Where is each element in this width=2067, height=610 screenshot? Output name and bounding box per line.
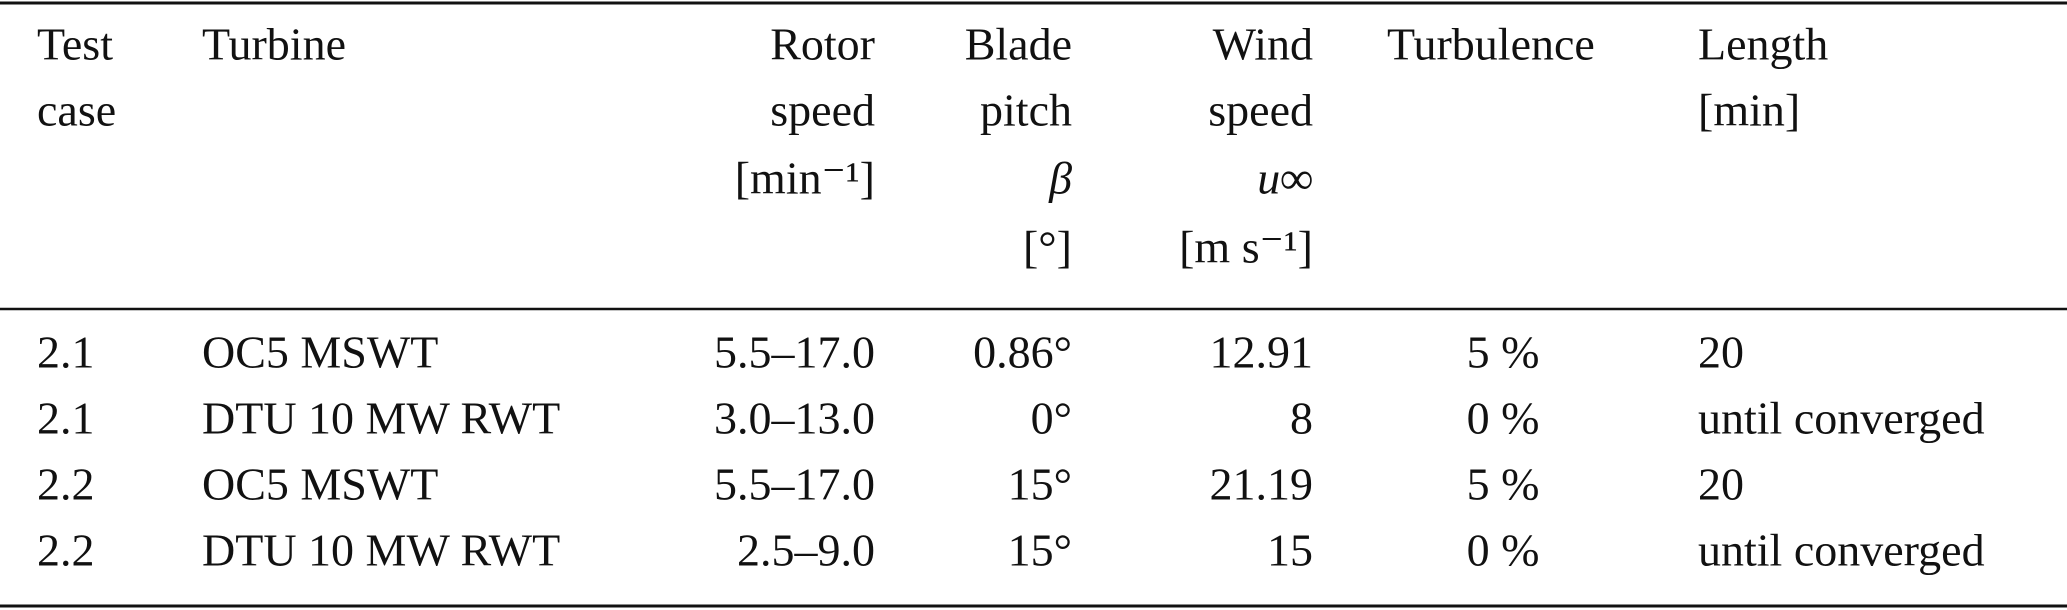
table-cell: 12.91 [1210,327,1314,378]
table-cell: 20 [1698,459,1744,510]
table-cell: until converged [1698,525,1985,576]
table-cell: 5.5–17.0 [714,459,875,510]
header-cell: Test [37,19,113,70]
header-cell: [min⁻¹] [735,153,875,204]
header-cell: speed [770,85,875,136]
table-cell: OC5 MSWT [202,327,438,378]
table-cell: DTU 10 MW RWT [202,393,560,444]
header-cell: [m s⁻¹] [1179,222,1313,273]
header-cell: [°] [1023,222,1072,273]
table-cell: 0 % [1467,393,1540,444]
header-cell: pitch [980,85,1072,136]
header-cell: Wind [1213,19,1313,70]
table-cell: OC5 MSWT [202,459,438,510]
table-cell: 15° [1008,525,1072,576]
header-cell: Blade [965,19,1072,70]
table-cell: 15 [1267,525,1313,576]
header-cell: Turbulence [1387,19,1595,70]
table-cell: 0.86° [973,327,1072,378]
table-cell: 2.2 [37,525,95,576]
table-cell: 20 [1698,327,1744,378]
header-cell: [min] [1698,85,1800,136]
table-cell: 0 % [1467,525,1540,576]
table-cell: until converged [1698,393,1985,444]
table-cell: DTU 10 MW RWT [202,525,560,576]
table-cell: 5.5–17.0 [714,327,875,378]
table-cell: 2.2 [37,459,95,510]
header-cell: Length [1698,19,1828,70]
header-cell: speed [1208,85,1313,136]
header-cell: Rotor [770,19,875,70]
table-cell: 3.0–13.0 [714,393,875,444]
header-cell: u∞ [1257,153,1313,204]
header-cell: β [1048,153,1072,204]
table-cell: 8 [1290,393,1313,444]
header-cell: case [37,85,116,136]
table-cell: 2.1 [37,327,95,378]
table-cell: 2.1 [37,393,95,444]
table-cell: 21.19 [1210,459,1314,510]
header-cell: Turbine [202,19,346,70]
table-cell: 5 % [1467,327,1540,378]
table-cell: 2.5–9.0 [737,525,875,576]
table-cell: 5 % [1467,459,1540,510]
table-cell: 15° [1008,459,1072,510]
table-cell: 0° [1031,393,1072,444]
